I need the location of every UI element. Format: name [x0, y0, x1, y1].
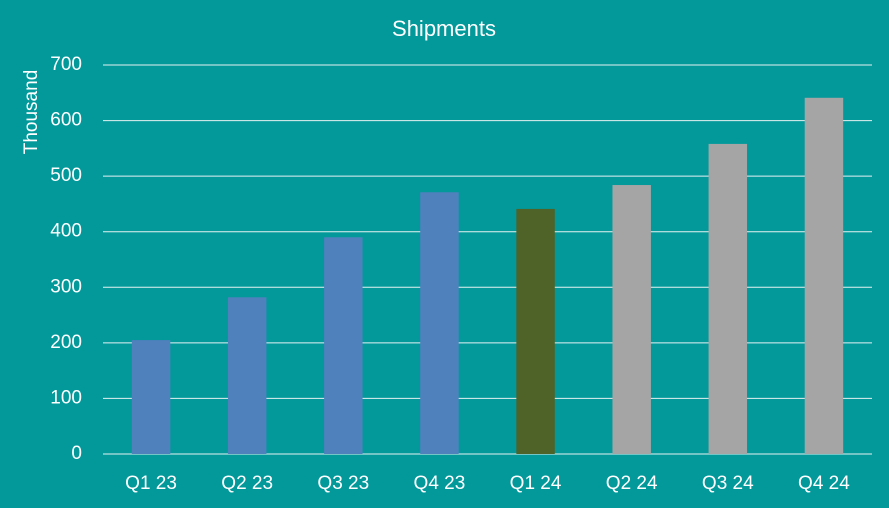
y-tick-label: 100 [50, 387, 82, 408]
y-tick-label: 200 [50, 332, 82, 353]
x-tick-label: Q3 24 [702, 473, 754, 494]
bar [612, 185, 651, 454]
x-tick-label: Q1 23 [125, 473, 177, 494]
y-tick-label: 400 [50, 221, 82, 242]
bar [708, 143, 748, 454]
y-tick-label: 0 [71, 443, 82, 464]
x-tick-label: Q2 23 [221, 473, 273, 494]
x-tick-label: Q4 24 [798, 473, 850, 494]
x-tick-label: Q1 24 [510, 473, 562, 494]
y-tick-label: 600 [50, 110, 82, 131]
bar [131, 340, 171, 454]
x-tick-label: Q3 23 [317, 473, 369, 494]
y-tick-label: 700 [50, 54, 82, 75]
chart-title: Shipments [392, 16, 496, 41]
y-axis-label: Thousand [21, 70, 42, 155]
bar [227, 297, 267, 454]
x-tick-label: Q4 23 [414, 473, 466, 494]
y-tick-label: 500 [50, 165, 82, 186]
bar [420, 192, 459, 454]
y-tick-label: 300 [50, 276, 82, 297]
bar [804, 97, 844, 454]
bar [516, 208, 555, 454]
bar [324, 237, 363, 454]
x-tick-label: Q2 24 [606, 473, 658, 494]
